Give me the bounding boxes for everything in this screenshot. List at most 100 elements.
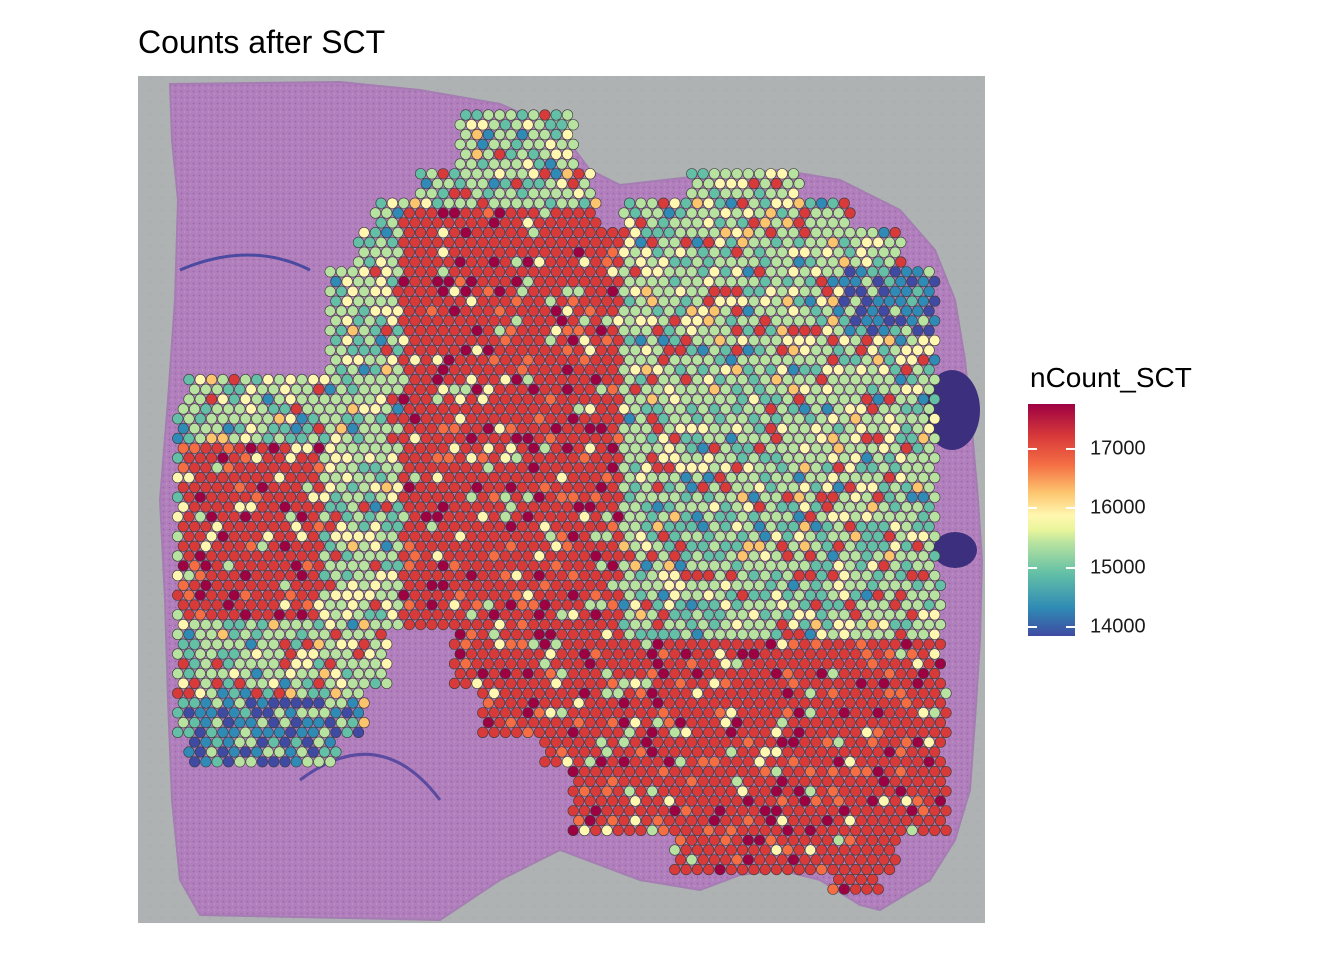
spot [804,824,817,837]
spot [770,589,783,601]
spot [352,530,365,543]
spot [923,520,935,533]
spot [499,413,512,425]
spot [437,618,449,631]
spot [251,746,263,758]
spot [855,266,867,278]
spot [578,511,591,523]
spot [392,246,404,258]
spot [369,227,382,239]
spot [556,530,568,543]
spot [601,256,613,268]
spot [369,560,382,572]
spot [623,393,636,405]
spot [415,325,427,337]
spot [906,707,918,719]
spot [782,785,794,797]
spot [782,824,794,837]
spot [736,844,749,856]
spot [601,393,613,405]
spot [285,589,297,601]
spot [217,393,229,405]
spot [550,227,562,239]
spot [697,677,709,690]
spot [561,638,574,650]
spot [505,129,517,141]
spot [674,266,687,278]
spot [251,589,263,601]
spot [550,148,562,160]
spot [833,520,845,533]
spot [352,295,365,307]
spot [934,756,947,768]
spot [578,491,591,503]
spot [612,354,624,366]
spot [720,599,732,611]
spot [759,452,771,464]
spot [296,569,308,582]
spot [691,374,704,386]
spot [330,354,342,366]
spot [821,344,834,356]
spot [601,491,613,503]
spot [827,589,839,601]
spot [533,236,545,248]
spot [906,667,918,680]
spot [607,579,619,592]
spot [460,364,472,376]
spot [420,511,432,523]
spot [703,217,715,229]
spot [539,383,551,396]
spot [765,383,777,396]
spot [900,756,913,768]
spot [477,119,489,131]
spot [759,295,771,307]
spot [527,109,540,121]
spot [720,854,732,866]
spot [217,609,229,621]
spot [652,736,664,748]
spot [381,540,393,552]
spot [409,374,421,386]
spot [494,560,506,572]
spot [736,687,749,699]
spot [415,227,427,239]
spot [725,197,737,209]
spot [816,236,828,248]
spot [194,746,206,758]
spot [855,736,867,748]
spot [206,511,218,523]
spot [567,138,579,150]
spot [330,530,342,543]
spot [544,472,557,484]
spot [708,187,721,199]
spot [550,168,562,180]
spot [861,589,873,601]
spot [352,687,365,699]
spot [810,423,822,435]
spot [703,569,715,582]
spot [607,442,619,454]
spot [522,295,534,307]
spot [861,765,873,778]
spot [437,520,449,533]
spot [917,432,930,445]
spot [691,472,704,484]
spot [861,844,873,856]
spot [319,648,331,660]
spot [866,795,879,807]
spot [923,403,935,415]
spot [759,334,771,347]
spot [578,295,591,307]
spot [714,785,726,797]
spot [861,550,873,562]
spot [273,432,286,445]
spot [883,687,896,699]
spot [861,687,873,699]
spot [776,403,788,415]
spot [725,648,737,660]
spot [669,452,681,464]
spot [669,687,681,699]
spot [793,805,805,817]
spot [228,472,240,484]
